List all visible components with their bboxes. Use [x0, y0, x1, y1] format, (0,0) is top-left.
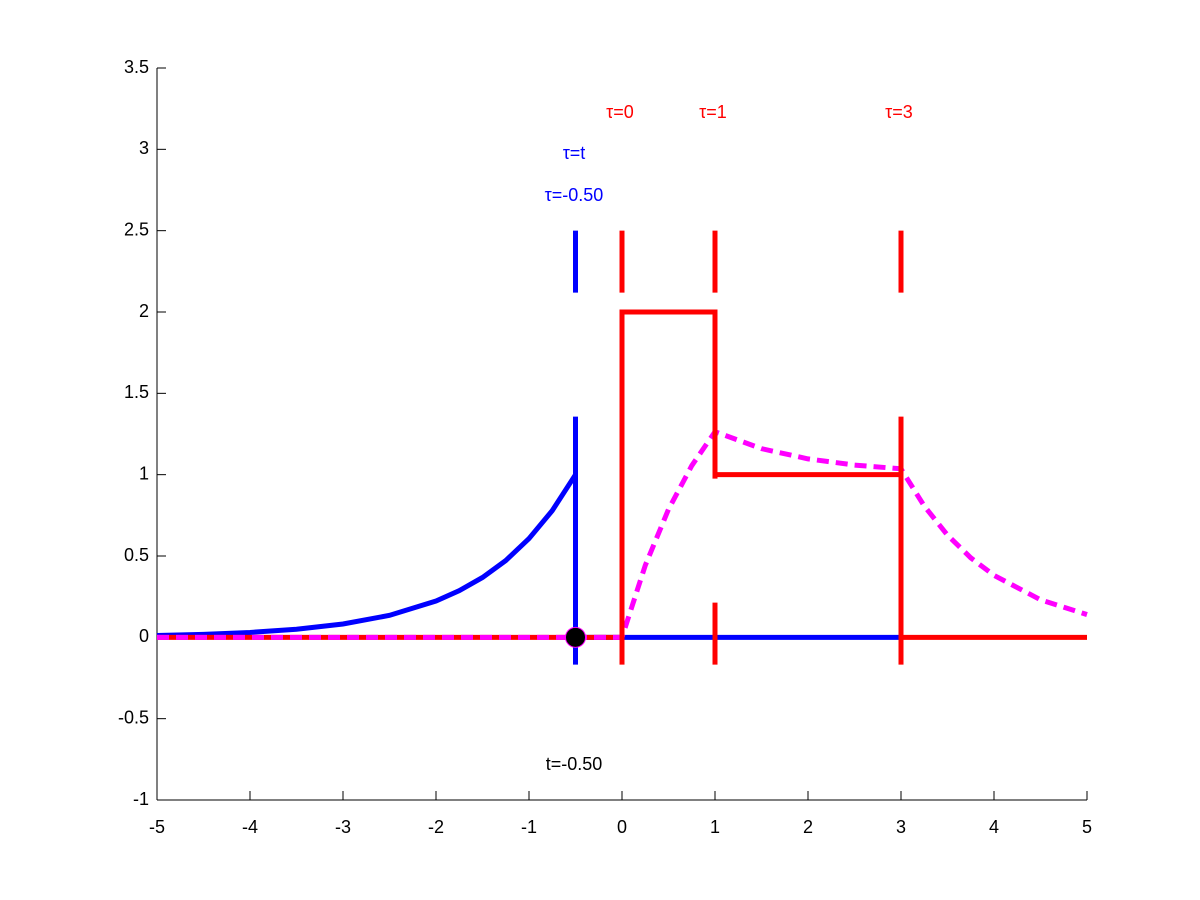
annotation: τ=0 — [606, 102, 634, 122]
annotation: t=-0.50 — [546, 754, 603, 774]
x-tick-label: -1 — [521, 817, 537, 837]
y-tick-label: -1 — [133, 789, 149, 809]
annotation: τ=1 — [699, 102, 727, 122]
x-tick-label: 1 — [710, 817, 720, 837]
y-tick-label: 0 — [139, 626, 149, 646]
annotation: τ=-0.50 — [545, 185, 604, 205]
line-series — [156, 466, 901, 640]
y-tick-label: 2 — [139, 301, 149, 321]
x-tick-label: 4 — [989, 817, 999, 837]
annotation: τ=3 — [885, 102, 913, 122]
y-tick-label: 2.5 — [124, 219, 149, 239]
line-series — [157, 428, 1088, 640]
y-tick-label: 3 — [139, 138, 149, 158]
x-tick-label: -4 — [242, 817, 258, 837]
x-tick-label: -5 — [149, 817, 165, 837]
annotation: τ=t — [563, 143, 586, 163]
y-tick-label: 0.5 — [124, 545, 149, 565]
y-tick-label: 1.5 — [124, 382, 149, 402]
current-point — [565, 626, 586, 648]
y-tick-label: 1 — [139, 463, 149, 483]
x-tick-label: 3 — [896, 817, 906, 837]
x-tick-label: -3 — [335, 817, 351, 837]
x-tick-label: -2 — [428, 817, 444, 837]
x-tick-label: 2 — [803, 817, 813, 837]
y-tick-label: -0.5 — [118, 707, 149, 727]
x-tick-label: 0 — [617, 817, 627, 837]
x-tick-label: 5 — [1082, 817, 1092, 837]
y-tick-label: 3.5 — [124, 57, 149, 77]
